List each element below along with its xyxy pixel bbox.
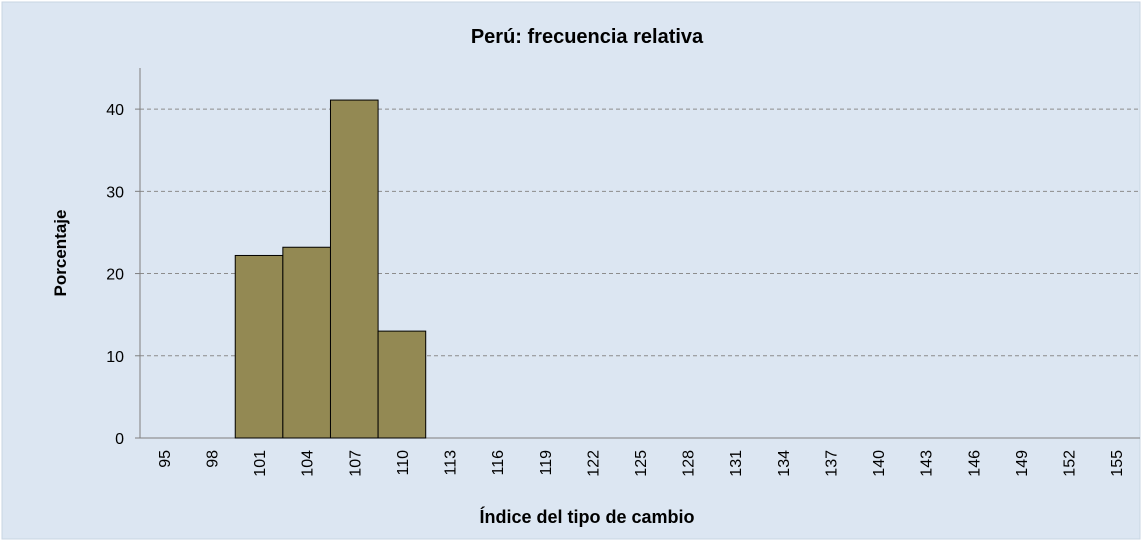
x-tick-label: 101	[252, 450, 269, 477]
y-tick-label: 40	[106, 102, 124, 119]
x-axis-label: Índice del tipo de cambio	[479, 506, 694, 527]
x-tick-label: 146	[966, 450, 983, 477]
x-tick-label: 119	[538, 450, 555, 476]
x-tick-label: 134	[776, 450, 793, 477]
x-tick-label: 152	[1062, 450, 1079, 477]
y-tick-label: 10	[106, 349, 124, 366]
x-tick-label: 113	[443, 450, 460, 476]
x-tick-label: 95	[157, 450, 174, 468]
bar	[377, 330, 427, 439]
y-axis-label: Porcentaje	[51, 210, 70, 297]
x-tick-label: 131	[728, 450, 745, 477]
chart-title: Perú: frecuencia relativa	[471, 26, 704, 48]
y-tick-label: 30	[106, 184, 124, 201]
x-tick-label: 140	[871, 450, 888, 477]
x-tick-label: 116	[490, 450, 507, 476]
x-tick-label: 128	[681, 450, 698, 477]
y-tick-label: 20	[106, 267, 124, 284]
x-tick-label: 122	[585, 450, 602, 477]
x-tick-label: 107	[347, 450, 364, 477]
x-tick-label: 143	[919, 450, 936, 477]
x-tick-label: 104	[300, 450, 317, 477]
x-tick-label: 155	[1109, 450, 1126, 477]
x-tick-label: 125	[633, 450, 650, 477]
bar	[234, 254, 284, 439]
bar	[282, 246, 331, 439]
x-tick-label: 137	[823, 450, 840, 477]
y-tick-label: 0	[115, 431, 124, 448]
x-tick-label: 98	[204, 450, 221, 468]
x-tick-label: 110	[395, 450, 412, 476]
x-tick-label: 149	[1014, 450, 1031, 477]
bar	[329, 99, 379, 439]
